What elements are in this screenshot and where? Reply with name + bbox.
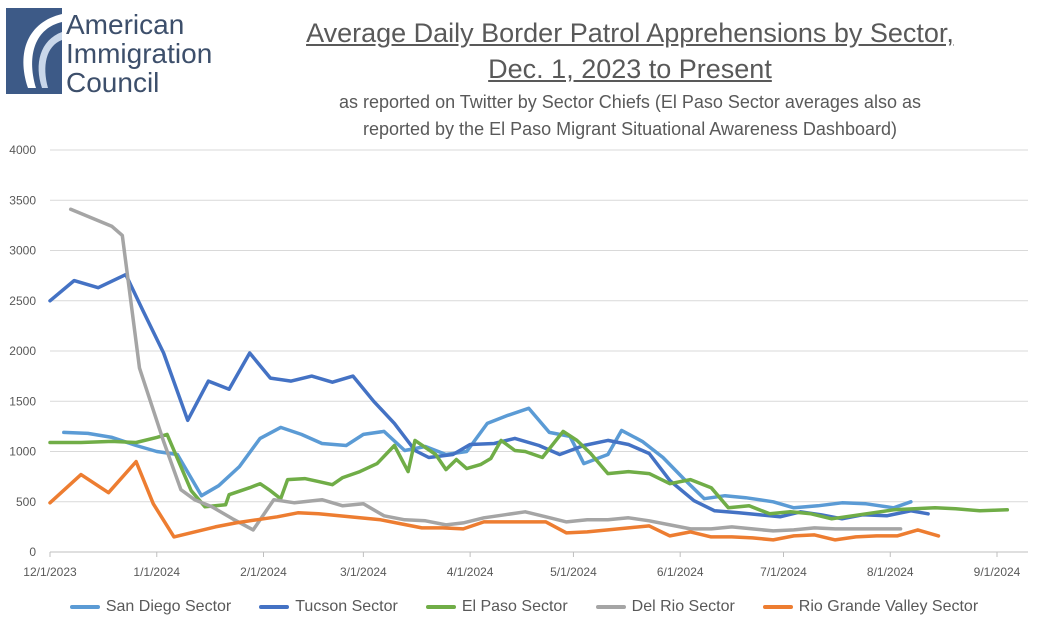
legend-swatch [259, 605, 290, 609]
x-tick-label: 3/1/2024 [340, 565, 387, 579]
y-axis-ticks: 0 500 1000 1500 2000 2500 3000 3500 4000 [9, 143, 36, 559]
chart-legend: San Diego Sector Tucson Sector El Paso Sec… [0, 598, 1048, 616]
series-lines [48, 207, 1010, 542]
x-tick-label: 2/1/2024 [240, 565, 287, 579]
organization-logo: American Immigration Council [6, 8, 236, 98]
legend-swatch [69, 605, 100, 609]
legend-item: San Diego Sector [69, 598, 232, 616]
series-line-san-diego-sector [62, 406, 913, 510]
y-tick-label: 2500 [9, 294, 36, 308]
legend-label: San Diego Sector [105, 598, 232, 615]
y-tick-label: 3500 [9, 193, 36, 207]
series-line-del-rio-sector [68, 207, 903, 533]
legend-item: El Paso Sector [425, 598, 568, 616]
chart-title-line-2: Dec. 1, 2023 to Present [488, 54, 772, 84]
logo-line-1: American [66, 9, 185, 40]
x-tick-label: 7/1/2024 [760, 565, 807, 579]
x-tick-label: 5/1/2024 [550, 565, 597, 579]
x-tick-label: 1/1/2024 [133, 565, 180, 579]
x-tick-label: 9/1/2024 [974, 565, 1021, 579]
logo-line-2: Immigration [66, 38, 213, 69]
x-axis-ticks: 12/1/2023 1/1/2024 2/1/2024 3/1/2024 4/1/202… [23, 552, 1021, 579]
x-tick-label: 6/1/2024 [657, 565, 704, 579]
series-line-rio-grande-valley-sector [48, 459, 941, 542]
legend-label: Tucson Sector [295, 598, 398, 615]
x-tick-label: 4/1/2024 [447, 565, 494, 579]
legend-label: El Paso Sector [461, 598, 568, 615]
y-tick-label: 1000 [9, 445, 36, 459]
legend-item: Tucson Sector [259, 598, 398, 616]
y-tick-label: 4000 [9, 143, 36, 157]
y-tick-label: 3000 [9, 244, 36, 258]
legend-label: Del Rio Sector [631, 598, 735, 615]
chart-subtitle-line-2: reported by the El Paso Migrant Situatio… [363, 119, 897, 139]
legend-item: Del Rio Sector [595, 598, 735, 616]
logo-line-3: Council [66, 67, 160, 98]
legend-swatch [425, 605, 456, 609]
chart-subtitle-line-1: as reported on Twitter by Sector Chiefs … [339, 92, 921, 112]
chart-title-line-1: Average Daily Border Patrol Apprehension… [306, 18, 954, 48]
council-logo-mark-icon [6, 8, 62, 94]
x-tick-label: 8/1/2024 [867, 565, 914, 579]
y-tick-label: 0 [29, 545, 36, 559]
y-tick-label: 1500 [9, 394, 36, 408]
chart-gridlines [50, 149, 1028, 553]
series-line-tucson-sector [48, 272, 930, 521]
legend-label: Rio Grande Valley Sector [798, 598, 979, 615]
y-tick-label: 2000 [9, 344, 36, 358]
line-chart: 0 500 1000 1500 2000 2500 3000 3500 4000 12/1/20… [9, 143, 1028, 579]
legend-item: Rio Grande Valley Sector [762, 598, 979, 616]
legend-swatch [595, 605, 626, 609]
legend-swatch [762, 605, 793, 609]
y-tick-label: 500 [16, 495, 36, 509]
logo-wordmark: American Immigration Council [66, 10, 212, 97]
x-tick-label: 12/1/2023 [23, 565, 77, 579]
series-line-el-paso-sector [48, 429, 1010, 521]
